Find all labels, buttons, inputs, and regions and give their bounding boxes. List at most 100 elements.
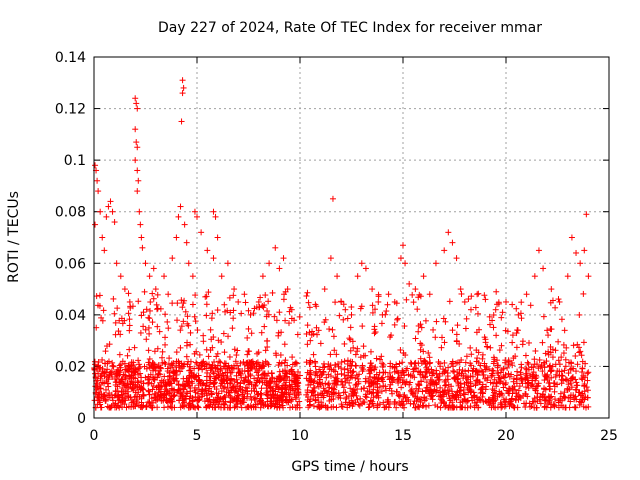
data-point: [264, 343, 271, 350]
data-point: [178, 365, 185, 372]
data-point: [354, 345, 361, 352]
data-point: [579, 358, 586, 365]
data-point: [304, 289, 311, 296]
data-point: [330, 385, 337, 392]
data-point: [140, 309, 147, 316]
data-point: [429, 381, 436, 388]
data-point: [441, 368, 448, 375]
data-point: [92, 162, 99, 169]
data-point: [434, 403, 441, 410]
data-point: [497, 369, 504, 376]
data-point: [96, 389, 103, 396]
data-point: [422, 317, 429, 324]
data-point: [317, 340, 324, 347]
data-point: [234, 347, 241, 354]
data-point: [374, 378, 381, 385]
data-point: [333, 351, 340, 358]
data-point: [177, 404, 184, 411]
data-point: [378, 388, 385, 395]
data-point: [216, 358, 223, 365]
data-point: [348, 304, 355, 311]
data-point: [285, 390, 292, 397]
data-point: [437, 384, 444, 391]
data-point: [488, 370, 495, 377]
ticks-layer: 0 5 10 15 20 25 0 0.02 0.04 0.06 0.08 0.1 0.12 0.14: [55, 50, 618, 444]
data-point: [202, 293, 209, 300]
data-point: [513, 380, 520, 387]
data-point: [108, 368, 115, 375]
data-point: [483, 343, 490, 350]
data-point: [258, 365, 265, 372]
data-point: [237, 383, 244, 390]
data-point: [381, 404, 388, 411]
data-point: [183, 389, 190, 396]
data-point: [403, 367, 410, 374]
data-point: [401, 372, 408, 379]
data-point: [365, 377, 372, 384]
data-point: [432, 260, 439, 267]
data-point: [560, 350, 567, 357]
data-point: [183, 239, 190, 246]
data-point: [415, 322, 422, 329]
data-point: [275, 373, 282, 380]
data-point: [106, 390, 113, 397]
data-point: [212, 213, 219, 220]
data-point: [585, 273, 592, 280]
data-point: [166, 355, 173, 362]
data-point: [252, 395, 259, 402]
data-point: [421, 357, 428, 364]
data-point: [505, 370, 512, 377]
data-point: [184, 313, 191, 320]
data-point: [349, 374, 356, 381]
data-point: [329, 326, 336, 333]
data-point: [574, 382, 581, 389]
data-point: [401, 391, 408, 398]
data-point: [498, 314, 505, 321]
data-point: [218, 273, 225, 280]
data-point: [367, 360, 374, 367]
data-point: [412, 286, 419, 293]
data-point: [554, 381, 561, 388]
data-point: [441, 387, 448, 394]
data-point: [187, 358, 194, 365]
data-point: [491, 387, 498, 394]
data-point: [287, 383, 294, 390]
data-point: [244, 385, 251, 392]
data-point: [403, 378, 410, 385]
data-point: [193, 359, 200, 366]
data-point: [370, 402, 377, 409]
data-point: [262, 292, 269, 299]
data-point: [143, 403, 150, 410]
data-point: [332, 368, 339, 375]
data-point: [580, 290, 587, 297]
data-point: [470, 393, 477, 400]
data-point: [238, 310, 245, 317]
data-point: [395, 369, 402, 376]
data-point: [513, 375, 520, 382]
data-point: [229, 325, 236, 332]
data-point: [393, 388, 400, 395]
data-point: [179, 90, 186, 97]
data-point: [531, 273, 538, 280]
data-point: [340, 316, 347, 323]
data-point: [102, 348, 109, 355]
data-point: [338, 298, 345, 305]
data-point: [382, 369, 389, 376]
data-point: [455, 382, 462, 389]
data-point: [325, 389, 332, 396]
data-point: [499, 309, 506, 316]
data-point: [189, 273, 196, 280]
data-point: [551, 403, 558, 410]
data-point: [200, 338, 207, 345]
data-point: [223, 389, 230, 396]
data-point: [579, 365, 586, 372]
data-point: [255, 349, 262, 356]
data-point: [214, 307, 221, 314]
data-point: [180, 84, 187, 91]
data-point: [362, 352, 369, 359]
data-point: [502, 379, 509, 386]
data-point: [97, 208, 104, 215]
data-point: [99, 317, 106, 324]
data-point: [105, 392, 112, 399]
data-point: [134, 383, 141, 390]
